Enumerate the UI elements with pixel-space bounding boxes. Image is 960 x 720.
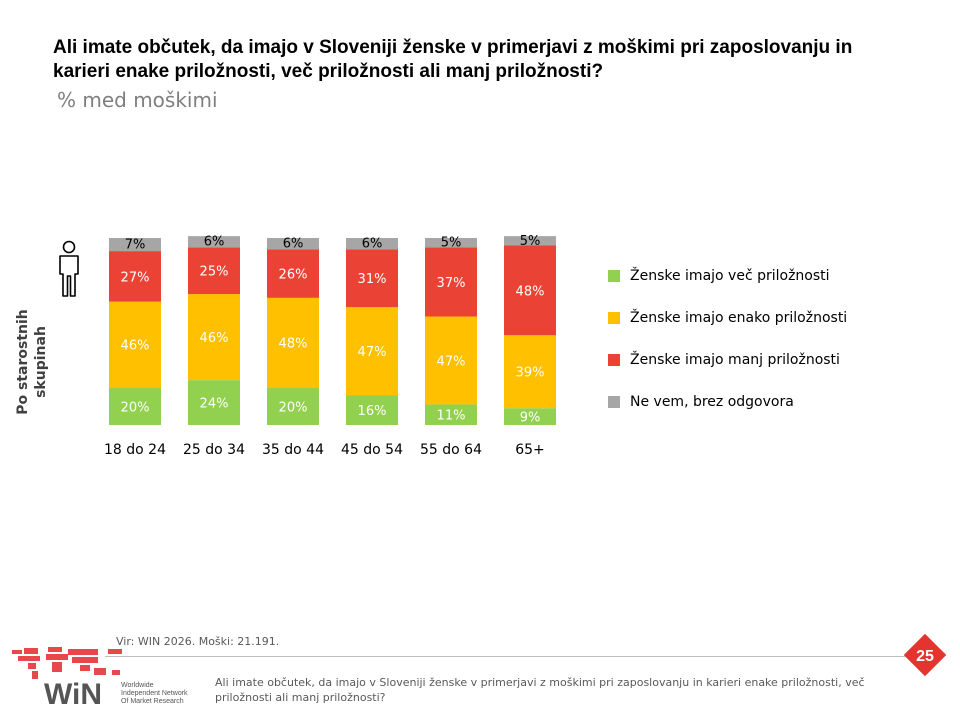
x-tick-label: 35 do 44 [262, 442, 324, 458]
source-note: Vir: WIN 2026. Moški: 21.191. [116, 635, 280, 648]
legend-swatch-more [608, 270, 620, 282]
data-label-equal: 39% [516, 366, 545, 381]
x-tick-label: 65+ [515, 442, 545, 458]
legend-label-less: Ženske imajo manj priložnosti [630, 352, 840, 368]
data-label-equal: 47% [358, 345, 387, 360]
bar-segment-less [425, 247, 477, 317]
bar-segment-less [346, 249, 398, 308]
data-label-more: 20% [279, 400, 308, 415]
data-label-more: 16% [358, 404, 387, 419]
bar-segment-more [504, 408, 556, 425]
legend-item-equal: Ženske imajo enako priložnosti [608, 308, 847, 328]
data-label-more: 20% [121, 400, 150, 415]
bar-segment-more [109, 387, 161, 425]
x-tick-label: 18 do 24 [104, 442, 166, 458]
data-label-equal: 47% [437, 354, 466, 369]
data-label-more: 11% [437, 409, 466, 424]
legend-label-more: Ženske imajo več priložnosti [630, 268, 830, 284]
data-label-more: 9% [520, 411, 541, 426]
data-label-less: 26% [279, 268, 308, 283]
bar-segment-more [425, 404, 477, 425]
data-label-equal: 48% [279, 337, 308, 352]
bar-segment-more [346, 395, 398, 425]
x-tick-label: 25 do 34 [183, 442, 245, 458]
data-label-less: 37% [437, 276, 466, 291]
bar-segment-equal [267, 297, 319, 388]
legend: Ženske imajo več priložnosti Ženske imaj… [608, 266, 847, 434]
bar-segment-dont_know [504, 236, 556, 246]
bar-segment-equal [425, 316, 477, 405]
data-label-dont_know: 6% [204, 235, 225, 250]
bar-segment-less [188, 247, 240, 295]
win-tagline-3: Of Market Research [121, 698, 184, 705]
data-label-dont_know: 7% [125, 238, 146, 253]
bar-segment-less [267, 249, 319, 298]
win-tagline-1: Worldwide [121, 682, 154, 689]
person-icon [59, 240, 79, 297]
world-map-icon [12, 647, 122, 679]
data-label-dont_know: 5% [520, 234, 541, 249]
data-label-less: 31% [358, 272, 387, 287]
chart-subtitle: % med moškimi [57, 88, 218, 112]
footnote-question: Ali imate občutek, da imajo v Sloveniji … [215, 676, 865, 704]
win-wordmark: WiN [44, 678, 102, 710]
legend-label-dont-know: Ne vem, brez odgovora [630, 394, 794, 410]
bar-segment-more [267, 387, 319, 425]
chart-title: Ali imate občutek, da imajo v Sloveniji … [53, 37, 853, 82]
legend-swatch-equal [608, 312, 620, 324]
data-label-more: 24% [200, 397, 229, 412]
data-label-less: 27% [121, 270, 150, 285]
bar-segment-less [109, 251, 161, 302]
data-label-dont_know: 6% [283, 237, 304, 252]
data-label-less: 25% [200, 265, 229, 280]
legend-swatch-less [608, 354, 620, 366]
bar-segment-dont_know [109, 238, 161, 252]
data-label-dont_know: 5% [441, 236, 462, 251]
legend-label-equal: Ženske imajo enako priložnosti [630, 310, 848, 326]
data-label-equal: 46% [200, 331, 229, 346]
page-number: 25 [916, 648, 934, 665]
bar-segment-dont_know [188, 236, 240, 248]
x-tick-label: 45 do 54 [341, 442, 403, 458]
bar-segment-equal [346, 307, 398, 396]
bar-segment-equal [188, 294, 240, 381]
legend-item-less: Ženske imajo manj priložnosti [608, 350, 847, 370]
bar-segment-dont_know [346, 238, 398, 250]
win-tagline-2: Independent Network [121, 690, 188, 697]
bar-segment-equal [109, 301, 161, 388]
data-label-less: 48% [516, 284, 545, 299]
legend-item-more: Ženske imajo več priložnosti [608, 266, 847, 286]
bar-segment-equal [504, 335, 556, 409]
bar-segment-less [504, 245, 556, 336]
bar-segment-dont_know [425, 238, 477, 248]
footer-divider [105, 656, 930, 657]
legend-swatch-dont-know [608, 396, 620, 408]
data-label-equal: 46% [121, 339, 150, 354]
win-logo: WiN Worldwide Independent Network Of Mar… [12, 647, 188, 710]
x-tick-label: 55 do 64 [420, 442, 482, 458]
bar-segment-more [188, 380, 240, 425]
page-number-badge: 25 [904, 634, 946, 676]
bar-segment-dont_know [267, 238, 319, 250]
legend-item-dont-know: Ne vem, brez odgovora [608, 392, 847, 412]
data-label-dont_know: 6% [362, 237, 383, 252]
